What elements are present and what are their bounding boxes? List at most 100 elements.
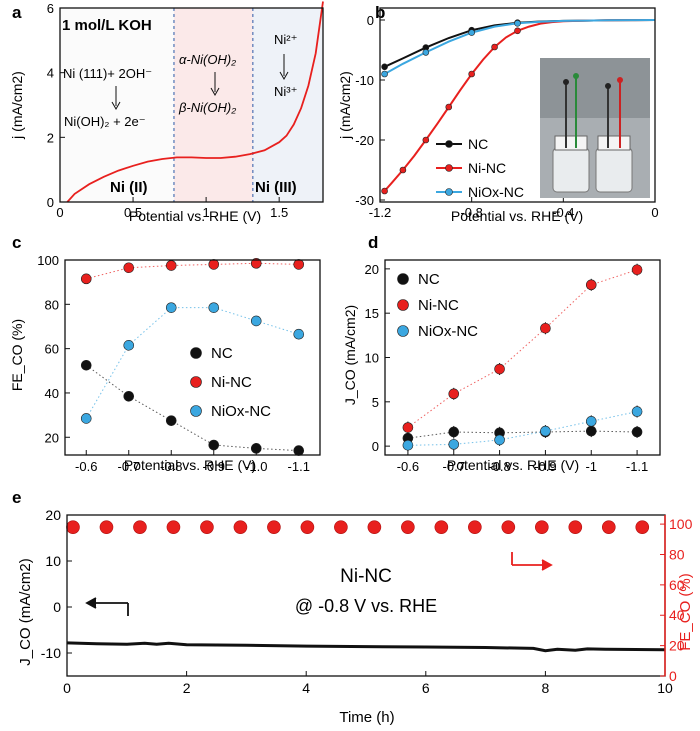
- point-ni-nc: [494, 363, 505, 375]
- point-ni-nc: [250, 258, 262, 269]
- x-tick-label-e: 4: [302, 680, 310, 696]
- y-tick-label-a: 2: [47, 130, 54, 145]
- fe-point: [267, 520, 281, 534]
- panel-d-frame: [384, 259, 661, 456]
- point-nc: [123, 390, 135, 402]
- reaction-arrows: [111, 54, 289, 111]
- y-tick-label-b: -20: [355, 133, 374, 148]
- legend-label-nc: NC: [211, 345, 233, 362]
- fe-point: [501, 520, 516, 534]
- panel-b: b -1.2 -0.8 -0.4 00-10-20-30NCNi-NCNiOx-NC …: [337, 3, 659, 224]
- fe-point: [568, 520, 583, 534]
- y-tick-label-c: 100: [37, 253, 59, 268]
- legend-marker-nc: [445, 140, 453, 148]
- fe-point: [401, 520, 415, 534]
- point-niox-nc: [293, 328, 305, 340]
- y-tick-label-right-e: 40: [669, 607, 685, 623]
- y-tick-label-right-e: 0: [669, 668, 677, 684]
- x-tick-label-d: -1.1: [626, 459, 648, 474]
- fe-point: [367, 520, 382, 534]
- point-niox-nc: [448, 439, 460, 450]
- point-nc: [165, 415, 177, 426]
- x-tick-label-e: 10: [657, 680, 673, 696]
- x-tick-label-a: 0: [56, 205, 63, 220]
- x-tick-label-e: 0: [63, 680, 71, 696]
- legend-marker-ni-nc: [397, 299, 409, 311]
- x-tick-label-e: 2: [183, 680, 191, 696]
- y-tick-label-c: 40: [45, 386, 59, 401]
- legend-label-nc: NC: [468, 136, 488, 152]
- x-tick-label-a: 0.5: [124, 205, 142, 220]
- legend-marker-niox-nc: [190, 405, 202, 417]
- y-tick-label-c: 20: [45, 430, 59, 445]
- legend-label-ni-nc: Ni-NC: [211, 374, 252, 391]
- y-tick-label-a: 0: [47, 195, 54, 210]
- reaction-left-bottom: Ni(OH)₂ + 2e⁻: [64, 114, 146, 129]
- y-tick-label-d: 10: [365, 351, 379, 366]
- legend-label-niox-nc: NiOx-NC: [468, 184, 524, 200]
- axis-ylabel-d: J_CO (mA/cm2): [342, 305, 358, 405]
- panel-label-d: d: [368, 233, 378, 252]
- x-tick-label-d: -0.6: [397, 459, 419, 474]
- legend-marker-niox-nc: [445, 188, 453, 196]
- series-guide-ni-nc: [407, 269, 638, 428]
- region-ni3-background: [252, 8, 323, 202]
- axis-xlabel-e: Time (h): [339, 709, 394, 726]
- legend-marker-niox-nc: [397, 325, 409, 337]
- x-tick-label-c: -0.7: [118, 459, 140, 474]
- reaction-right-bottom: Ni³⁺: [274, 84, 297, 99]
- panel-label-e: e: [12, 488, 21, 507]
- label-ni-ii: Ni (II): [110, 179, 148, 196]
- x-tick-label-d: -0.8: [488, 459, 510, 474]
- point-ni-nc: [631, 264, 643, 276]
- panel-label-c: c: [12, 233, 21, 252]
- y-tick-label-b: 0: [367, 13, 374, 28]
- fe-point: [99, 520, 114, 534]
- series-guide-nc: [86, 364, 299, 452]
- point-ni-nc: [445, 103, 453, 111]
- point-ni-nc: [468, 70, 475, 78]
- current-trace: [66, 641, 666, 653]
- x-tick-label-b: -0.8: [460, 205, 482, 220]
- series-guide-niox-nc: [407, 411, 638, 446]
- legend-label-niox-nc: NiOx-NC: [211, 403, 271, 420]
- reaction-mid-bottom: β-Ni(OH)₂: [178, 100, 236, 115]
- point-niox-nc: [631, 406, 643, 417]
- fe-point: [66, 520, 80, 534]
- y-tick-label-e: -10: [41, 645, 61, 661]
- legend-label-niox-nc: NiOx-NC: [418, 323, 478, 340]
- axis-ylabel-right-e: FE_CO (%): [677, 573, 694, 651]
- region-transition-background: [173, 8, 253, 202]
- y-tick-label-c: 80: [45, 297, 59, 312]
- series-guide-ni-nc: [86, 262, 299, 280]
- fe-point: [233, 520, 248, 534]
- region-ni2-background: [60, 8, 174, 202]
- axis-ylabel-c: FE_CO (%): [9, 319, 25, 391]
- x-tick-label-c: -1.1: [288, 459, 310, 474]
- fe-point: [535, 520, 549, 534]
- point-ni-nc: [80, 273, 92, 285]
- left-axis-arrow: [85, 597, 129, 616]
- point-nc: [381, 63, 388, 71]
- stability-title: Ni-NC: [340, 566, 392, 587]
- point-ni-nc: [491, 43, 498, 51]
- y-tick-label-b: -30: [355, 193, 374, 208]
- legend-marker-ni-nc: [190, 376, 202, 388]
- y-tick-label-d: 5: [372, 395, 379, 410]
- fe-point: [334, 520, 348, 534]
- fe-point: [468, 520, 482, 534]
- electrode-photo: [540, 58, 650, 198]
- legend-label-ni-nc: Ni-NC: [468, 160, 506, 176]
- x-tick-label-e: 8: [542, 680, 550, 696]
- reaction-right-top: Ni²⁺: [274, 32, 297, 47]
- x-tick-label-a: 1: [202, 205, 209, 220]
- x-tick-label-c: -0.9: [203, 459, 225, 474]
- point-ni-nc: [293, 259, 305, 270]
- fe-point: [133, 520, 147, 534]
- fe-point: [601, 520, 616, 534]
- legend-marker-nc: [397, 273, 409, 285]
- x-tick-label-d: -1: [585, 459, 597, 474]
- x-tick-label-d: -0.7: [443, 459, 465, 474]
- y-tick-label-right-e: 60: [669, 577, 685, 593]
